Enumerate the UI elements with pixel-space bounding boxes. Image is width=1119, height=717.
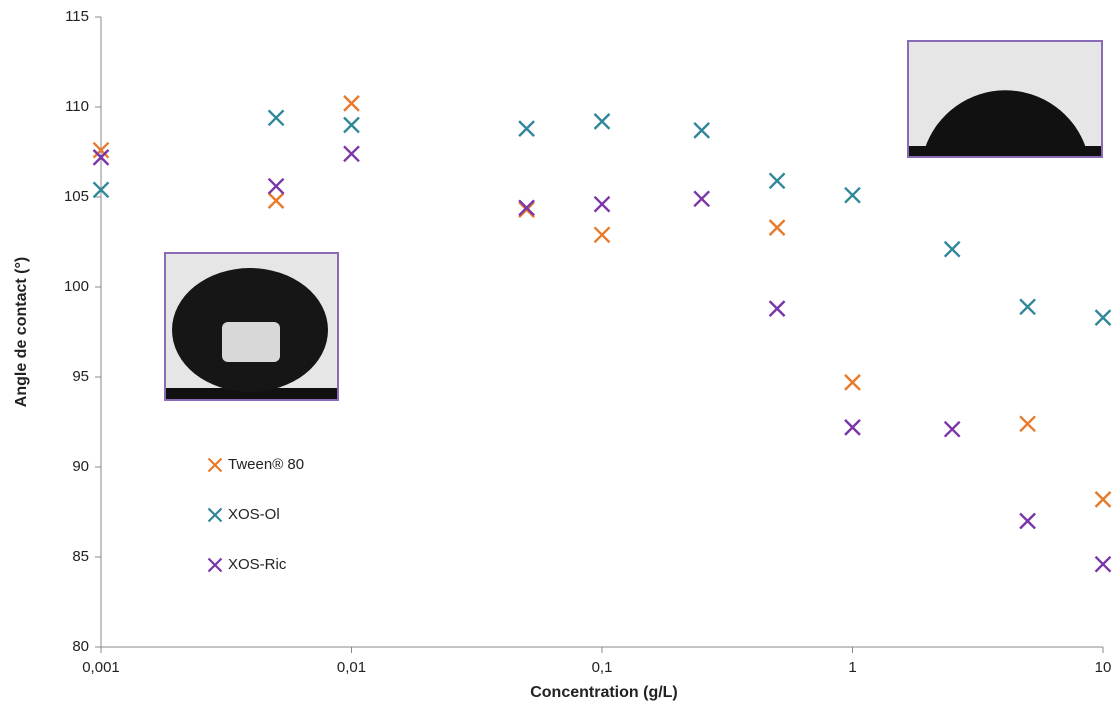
point	[844, 374, 861, 391]
point	[844, 186, 861, 204]
point	[92, 141, 110, 159]
point	[593, 113, 611, 130]
point	[768, 172, 786, 190]
point	[267, 177, 285, 195]
y-tick-label: 105	[64, 188, 89, 205]
point	[92, 181, 110, 199]
legend-marker	[207, 507, 223, 523]
legend-label: Tween® 80	[228, 456, 304, 473]
point	[1019, 512, 1036, 530]
point	[1094, 309, 1112, 326]
point	[518, 201, 535, 218]
point	[768, 300, 786, 317]
x-axis-title: Concentration (g/L)	[530, 684, 678, 701]
point	[1019, 298, 1036, 316]
legend-label: XOS-Ric	[228, 556, 287, 573]
inset-drop-left	[164, 252, 339, 401]
point	[593, 195, 611, 213]
point	[518, 199, 535, 217]
x-tick-label: 0,001	[82, 659, 120, 676]
y-axis-title: Angle de contact (°)	[13, 257, 30, 407]
legend-marker	[207, 557, 223, 573]
point	[343, 95, 360, 112]
point	[1094, 555, 1112, 573]
y-tick-label: 100	[64, 278, 89, 295]
point	[693, 190, 711, 208]
point	[844, 419, 861, 436]
point	[92, 149, 110, 166]
point	[1094, 491, 1112, 508]
point	[943, 240, 961, 258]
x-tick-label: 0,1	[592, 659, 613, 676]
point	[593, 226, 611, 244]
y-tick-label: 90	[72, 458, 89, 475]
inset-drop-right	[907, 40, 1103, 158]
legend-marker	[207, 457, 223, 473]
point	[1019, 415, 1036, 433]
point	[267, 109, 285, 127]
y-tick-label: 110	[65, 98, 89, 115]
x-tick-label: 0,01	[337, 659, 366, 676]
point	[693, 122, 711, 139]
y-tick-label: 80	[72, 638, 89, 655]
y-tick-label: 115	[65, 8, 89, 25]
point	[518, 120, 535, 137]
y-tick-label: 95	[72, 368, 89, 385]
point	[768, 219, 786, 236]
point	[343, 145, 360, 163]
point	[943, 420, 961, 438]
point	[267, 192, 285, 209]
x-tick-label: 10	[1095, 659, 1112, 676]
point	[343, 116, 360, 134]
y-tick-label: 85	[72, 548, 89, 565]
x-tick-label: 1	[848, 659, 856, 676]
legend-label: XOS-Ol	[228, 506, 280, 523]
